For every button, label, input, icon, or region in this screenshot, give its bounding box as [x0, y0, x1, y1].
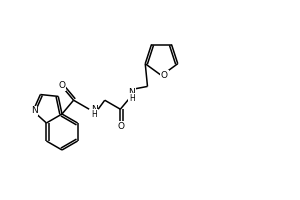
- Text: O: O: [118, 122, 125, 131]
- Text: N: N: [31, 106, 38, 115]
- Text: N: N: [128, 88, 135, 97]
- Text: H: H: [129, 94, 135, 103]
- Text: N: N: [91, 105, 98, 114]
- Text: O: O: [161, 71, 168, 80]
- Text: H: H: [91, 110, 97, 119]
- Text: O: O: [58, 81, 65, 90]
